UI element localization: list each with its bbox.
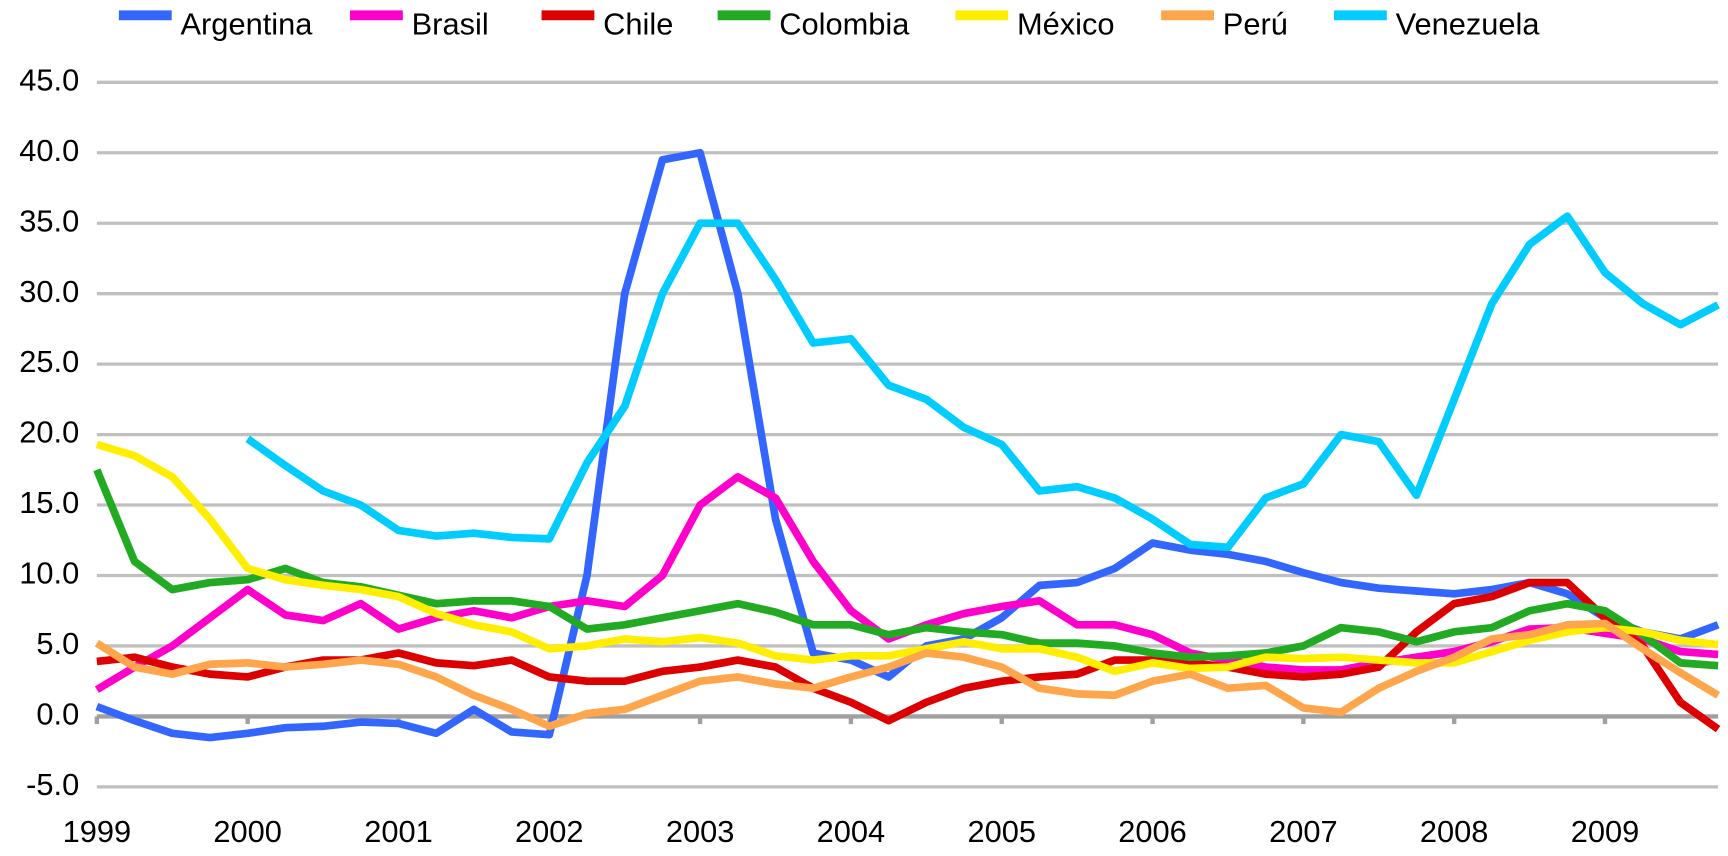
legend-label: Colombia — [779, 6, 910, 41]
y-tick-label: -5.0 — [26, 767, 79, 802]
x-tick-label: 2002 — [515, 814, 584, 849]
legend-label: Brasil — [412, 6, 489, 41]
y-tick-label: 20.0 — [19, 415, 79, 450]
y-tick-label: 45.0 — [19, 62, 79, 97]
x-tick-label: 2003 — [666, 814, 735, 849]
legend-label: Perú — [1223, 6, 1288, 41]
legend-label: México — [1017, 6, 1115, 41]
y-tick-label: 15.0 — [19, 485, 79, 520]
y-tick-label: 5.0 — [36, 626, 79, 661]
x-tick-label: 2000 — [213, 814, 282, 849]
y-tick-label: 30.0 — [19, 274, 79, 309]
y-tick-label: 10.0 — [19, 556, 79, 591]
series-line — [245, 212, 1720, 552]
legend-label: Chile — [603, 6, 673, 41]
x-tick-label: 1999 — [63, 814, 132, 849]
x-tick-label: 2007 — [1269, 814, 1338, 849]
y-tick-label: 40.0 — [19, 133, 79, 168]
y-tick-label: 25.0 — [19, 344, 79, 379]
y-tick-label: 0.0 — [36, 697, 79, 732]
x-tick-label: 2006 — [1118, 814, 1187, 849]
x-tick-label: 2001 — [364, 814, 433, 849]
legend-label: Venezuela — [1396, 6, 1541, 41]
legend-label: Argentina — [181, 6, 314, 41]
series-line — [95, 440, 1719, 676]
series-line — [94, 619, 1721, 731]
y-tick-label: 35.0 — [19, 203, 79, 238]
x-tick-label: 2008 — [1420, 814, 1489, 849]
x-tick-label: 2004 — [817, 814, 886, 849]
x-tick-label: 2005 — [967, 814, 1036, 849]
x-tick-label: 2009 — [1571, 814, 1640, 849]
